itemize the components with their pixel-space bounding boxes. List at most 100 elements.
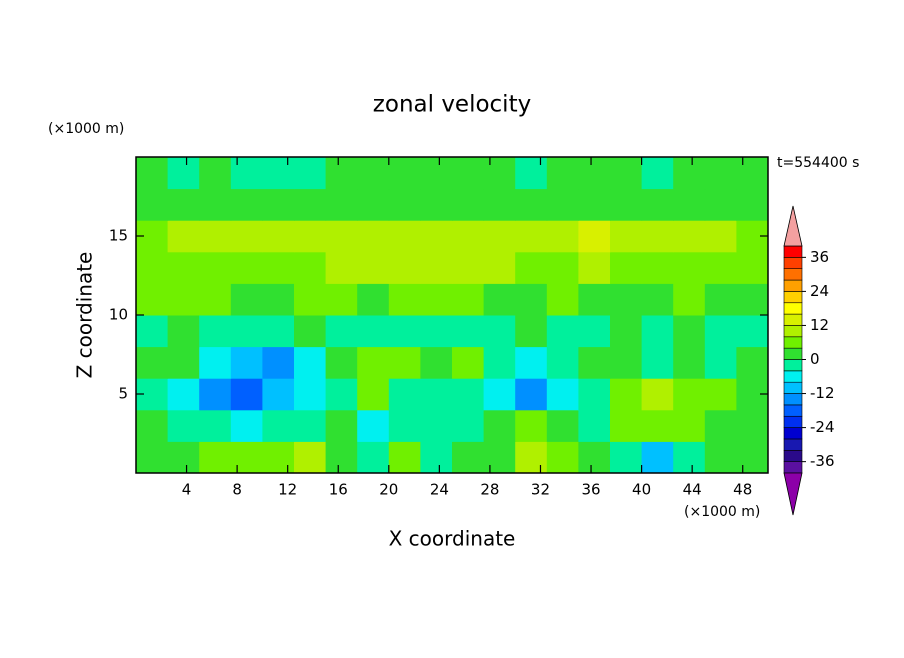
contour-cell bbox=[325, 315, 358, 348]
contour-cell bbox=[357, 409, 390, 442]
contour-cell bbox=[546, 283, 579, 316]
contour-cell bbox=[673, 157, 706, 190]
colorbar-over bbox=[783, 205, 803, 247]
contour-cell bbox=[483, 409, 516, 442]
contour-cell bbox=[325, 441, 358, 474]
contour-cell bbox=[357, 188, 390, 221]
contour-cell bbox=[704, 315, 737, 348]
contour-cell bbox=[167, 251, 200, 284]
contour-cell bbox=[167, 409, 200, 442]
contour-cell bbox=[230, 251, 263, 284]
contour-cell bbox=[167, 220, 200, 253]
colorbar-box bbox=[783, 381, 803, 394]
x-tick-label: 16 bbox=[329, 481, 348, 499]
colorbar-box bbox=[783, 245, 803, 258]
contour-cell bbox=[578, 157, 611, 190]
contour-cell bbox=[167, 441, 200, 474]
contour-cell bbox=[641, 251, 674, 284]
contour-cell bbox=[578, 378, 611, 411]
x-tick-label: 24 bbox=[430, 481, 449, 499]
contour-cell bbox=[136, 283, 169, 316]
contour-cell bbox=[199, 283, 232, 316]
contour-cell bbox=[673, 251, 706, 284]
contour-cell bbox=[515, 315, 548, 348]
contour-cell bbox=[641, 188, 674, 221]
contour-cell bbox=[357, 346, 390, 379]
contour-cell bbox=[136, 188, 169, 221]
contour-cell bbox=[673, 409, 706, 442]
contour-cell bbox=[388, 283, 421, 316]
x-tick-label: 44 bbox=[683, 481, 702, 499]
contour-cell bbox=[483, 346, 516, 379]
contour-cell bbox=[420, 315, 453, 348]
contour-cell bbox=[420, 441, 453, 474]
contour-cell bbox=[641, 157, 674, 190]
contour-cell bbox=[578, 283, 611, 316]
contour-cell bbox=[452, 251, 485, 284]
colorbar-tick-label: 36 bbox=[810, 248, 829, 266]
contour-cell bbox=[515, 441, 548, 474]
contour-cell bbox=[704, 220, 737, 253]
contour-cell bbox=[483, 251, 516, 284]
x-tick-label: 40 bbox=[632, 481, 651, 499]
x-tick-label: 4 bbox=[182, 481, 192, 499]
contour-cell bbox=[673, 283, 706, 316]
contour-cell bbox=[420, 283, 453, 316]
contour-cell bbox=[578, 315, 611, 348]
contour-cell bbox=[230, 188, 263, 221]
contour-cell bbox=[673, 378, 706, 411]
contour-cell bbox=[483, 378, 516, 411]
colorbar-tick-label: 0 bbox=[810, 350, 820, 368]
contour-cell bbox=[736, 188, 769, 221]
contour-cell bbox=[704, 188, 737, 221]
contour-cell bbox=[167, 315, 200, 348]
contour-cell bbox=[388, 315, 421, 348]
contour-cell bbox=[357, 441, 390, 474]
colorbar-tick-label: -12 bbox=[810, 384, 835, 402]
contour-cell bbox=[294, 441, 327, 474]
contour-cell bbox=[704, 346, 737, 379]
contour-cell bbox=[420, 409, 453, 442]
contour-cell bbox=[515, 378, 548, 411]
contour-cell bbox=[736, 409, 769, 442]
colorbar-box bbox=[783, 427, 803, 440]
contour-cell bbox=[673, 220, 706, 253]
contour-cell bbox=[199, 409, 232, 442]
contour-cell bbox=[546, 409, 579, 442]
contour-cell bbox=[483, 315, 516, 348]
contour-cell bbox=[325, 220, 358, 253]
contour-cell bbox=[673, 346, 706, 379]
contour-cell bbox=[357, 220, 390, 253]
colorbar-tick-label: -24 bbox=[810, 418, 835, 436]
contour-cell bbox=[610, 409, 643, 442]
contour-cell bbox=[515, 220, 548, 253]
contour-cell bbox=[546, 315, 579, 348]
contour-cell bbox=[736, 346, 769, 379]
contour-cell bbox=[357, 283, 390, 316]
contour-cell bbox=[578, 251, 611, 284]
contour-cell bbox=[199, 346, 232, 379]
contour-cell bbox=[515, 409, 548, 442]
contour-cell bbox=[199, 441, 232, 474]
contour-cell bbox=[230, 441, 263, 474]
contour-cell bbox=[704, 157, 737, 190]
contour-cell bbox=[452, 188, 485, 221]
contour-cell bbox=[136, 346, 169, 379]
contour-cell bbox=[136, 315, 169, 348]
contour-cell bbox=[641, 441, 674, 474]
contour-cell bbox=[704, 283, 737, 316]
y-axis-title: Z coordinate bbox=[73, 252, 97, 379]
contour-cell bbox=[704, 378, 737, 411]
contour-cell bbox=[294, 378, 327, 411]
contour-cell bbox=[546, 251, 579, 284]
contour-cell bbox=[578, 220, 611, 253]
contour-cell bbox=[388, 220, 421, 253]
contour-cell bbox=[167, 346, 200, 379]
y-tick-label: 10 bbox=[109, 306, 128, 324]
contour-cell bbox=[515, 283, 548, 316]
contour-cell bbox=[388, 188, 421, 221]
contour-cell bbox=[704, 441, 737, 474]
contour-cell bbox=[736, 441, 769, 474]
contour-cell bbox=[452, 220, 485, 253]
contour-cell bbox=[641, 220, 674, 253]
